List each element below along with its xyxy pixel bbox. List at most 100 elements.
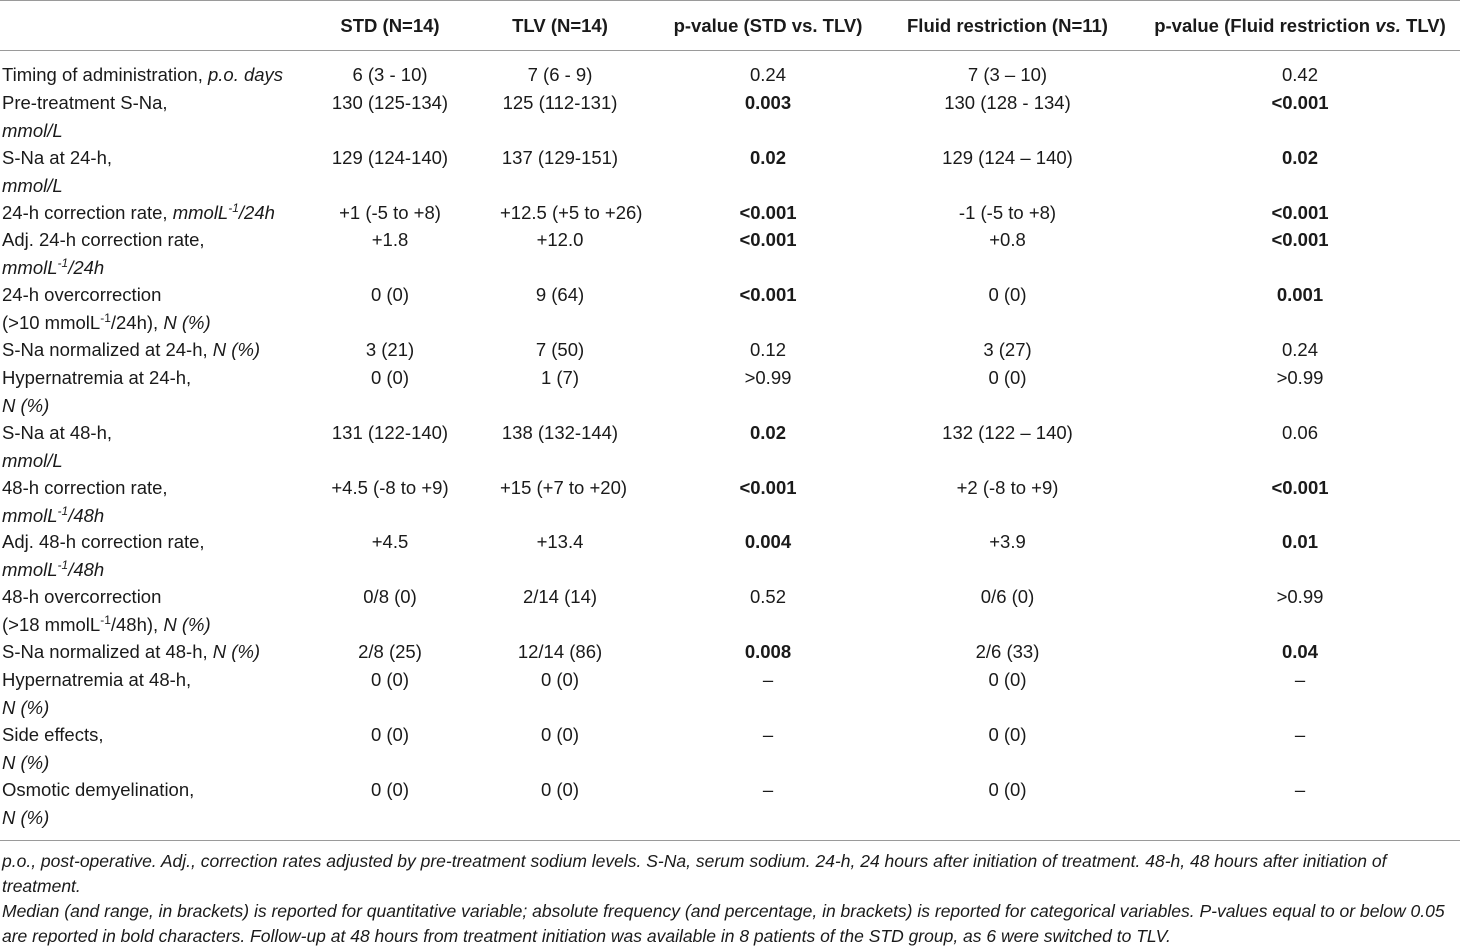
label-text: /48h), bbox=[110, 613, 164, 635]
label-text: 24-h correction rate, bbox=[2, 202, 173, 223]
header-std: STD (N=14) bbox=[340, 15, 440, 36]
label-unit: mmol/L bbox=[2, 174, 63, 196]
cell-std: 129 (124-140) bbox=[331, 147, 449, 168]
label-text: Timing of administration, bbox=[2, 64, 208, 85]
label-unit: /48h bbox=[68, 558, 105, 580]
footnote-line: treatment. bbox=[2, 876, 81, 896]
cell-fluid: 0 (0) bbox=[988, 284, 1027, 305]
label-unit: /24h bbox=[68, 256, 105, 278]
bottom-rule bbox=[0, 840, 1460, 841]
row-label: Hypernatremia at 24-h, N (%) bbox=[2, 364, 191, 419]
label-unit: mmolL bbox=[2, 256, 58, 278]
cell-p1: <0.001 bbox=[739, 229, 797, 250]
cell-p2: 0.001 bbox=[1276, 284, 1324, 305]
cell-tlv: 7 (50) bbox=[535, 339, 585, 360]
cell-p1: <0.001 bbox=[739, 284, 797, 305]
row-label-line: mmolL-1/48h bbox=[2, 556, 205, 584]
row-label: S-Na normalized at 48-h, N (%) bbox=[2, 638, 260, 666]
cell-tlv: 0 (0) bbox=[540, 724, 580, 745]
row-label-line: S-Na at 48-h, bbox=[2, 419, 112, 447]
cell-p1: – bbox=[762, 724, 774, 745]
cell-std: 131 (122-140) bbox=[331, 422, 449, 443]
cell-fluid: -1 (-5 to +8) bbox=[958, 202, 1057, 223]
cell-p1: 0.24 bbox=[749, 64, 786, 85]
cell-fluid: 132 (122 – 140) bbox=[942, 422, 1073, 443]
cell-std: 3 (21) bbox=[365, 339, 415, 360]
cell-tlv: 12/14 (86) bbox=[517, 641, 603, 662]
cell-tlv: 0 (0) bbox=[540, 669, 580, 690]
row-label-line: S-Na at 24-h, bbox=[2, 144, 112, 172]
row-label-line: 48-h overcorrection bbox=[2, 583, 211, 611]
label-unit: mmolL bbox=[2, 558, 58, 580]
cell-p1: 0.02 bbox=[749, 147, 786, 168]
cell-p1: <0.001 bbox=[739, 477, 797, 498]
cell-p2: <0.001 bbox=[1271, 229, 1329, 250]
label-unit: N (%) bbox=[2, 806, 50, 828]
cell-fluid: 129 (124 – 140) bbox=[942, 147, 1073, 168]
label-text: 48-h overcorrection bbox=[2, 586, 162, 607]
header-p-std-tlv: p-value (STD vs. TLV) bbox=[673, 15, 863, 36]
row-label: Pre-treatment S-Na, mmol/L bbox=[2, 89, 168, 144]
cell-p1: – bbox=[762, 779, 774, 800]
cell-fluid: 0/6 (0) bbox=[980, 586, 1035, 607]
label-superscript: -1 bbox=[57, 557, 69, 572]
cell-p1: 0.003 bbox=[744, 92, 792, 113]
cell-p2: <0.001 bbox=[1271, 202, 1329, 223]
cell-tlv: +15 (+7 to +20) bbox=[500, 477, 628, 498]
label-text: S-Na normalized at 24-h, bbox=[2, 339, 213, 360]
cell-tlv: +13.4 bbox=[536, 531, 584, 552]
row-label-line: mmol/L bbox=[2, 172, 112, 200]
label-unit: N (%) bbox=[2, 394, 50, 416]
cell-fluid: 0 (0) bbox=[988, 367, 1027, 388]
cell-fluid: +2 (-8 to +9) bbox=[956, 477, 1059, 498]
label-unit: N (%) bbox=[2, 751, 50, 773]
cell-fluid: 0 (0) bbox=[988, 724, 1027, 745]
cell-std: 0 (0) bbox=[370, 724, 410, 745]
label-text: Side effects, bbox=[2, 724, 104, 745]
cell-std: 0 (0) bbox=[370, 367, 410, 388]
label-unit: N (%) bbox=[163, 311, 211, 333]
label-text: 48-h correction rate, bbox=[2, 477, 168, 498]
row-label-line: mmol/L bbox=[2, 117, 168, 145]
row-label-line: 48-h correction rate, bbox=[2, 474, 168, 502]
label-superscript: -1 bbox=[57, 255, 69, 270]
cell-std: 6 (3 - 10) bbox=[352, 64, 428, 85]
cell-p2: <0.001 bbox=[1271, 477, 1329, 498]
cell-std: +4.5 (-8 to +9) bbox=[331, 477, 449, 498]
row-label: S-Na at 24-h, mmol/L bbox=[2, 144, 112, 199]
label-unit: p.o. days bbox=[207, 64, 284, 85]
label-text: (>10 mmolL bbox=[2, 311, 101, 333]
cell-std: +1 (-5 to +8) bbox=[339, 202, 441, 223]
cell-p2: – bbox=[1294, 724, 1306, 745]
label-text: /24h), bbox=[110, 311, 164, 333]
label-text: S-Na at 24-h, bbox=[2, 147, 113, 168]
row-label: S-Na normalized at 24-h, N (%) bbox=[2, 336, 260, 364]
row-label-line: N (%) bbox=[2, 804, 194, 832]
cell-p1: 0.12 bbox=[749, 339, 786, 360]
row-label: Osmotic demyelination, N (%) bbox=[2, 776, 194, 831]
row-label-line: Osmotic demyelination, bbox=[2, 776, 194, 804]
row-label-line: Side effects, bbox=[2, 721, 103, 749]
label-unit: N (%) bbox=[163, 613, 211, 635]
label-superscript: -1 bbox=[100, 310, 111, 325]
label-unit: N (%) bbox=[212, 641, 261, 662]
cell-tlv: 0 (0) bbox=[540, 779, 580, 800]
label-text: Osmotic demyelination, bbox=[2, 779, 195, 800]
cell-fluid: 3 (27) bbox=[983, 339, 1032, 360]
label-unit: /48h bbox=[68, 504, 105, 526]
header-fluid: Fluid restriction (N=11) bbox=[907, 15, 1108, 36]
row-label-line: S-Na normalized at 48-h, N (%) bbox=[2, 638, 260, 666]
row-label: Timing of administration, p.o. days bbox=[2, 61, 283, 89]
cell-p1: – bbox=[762, 669, 774, 690]
cell-tlv: 7 (6 - 9) bbox=[527, 64, 593, 85]
cell-tlv: +12.0 bbox=[536, 229, 584, 250]
cell-p1: >0.99 bbox=[744, 367, 792, 388]
cell-tlv: 2/14 (14) bbox=[522, 586, 598, 607]
cell-tlv: 1 (7) bbox=[540, 367, 580, 388]
row-label-line: N (%) bbox=[2, 392, 191, 420]
cell-p2: 0.24 bbox=[1281, 339, 1318, 360]
cell-fluid: +3.9 bbox=[989, 531, 1026, 552]
row-label-line: mmol/L bbox=[2, 447, 112, 475]
cell-std: +4.5 bbox=[371, 531, 409, 552]
row-label: Hypernatremia at 48-h, N (%) bbox=[2, 666, 191, 721]
